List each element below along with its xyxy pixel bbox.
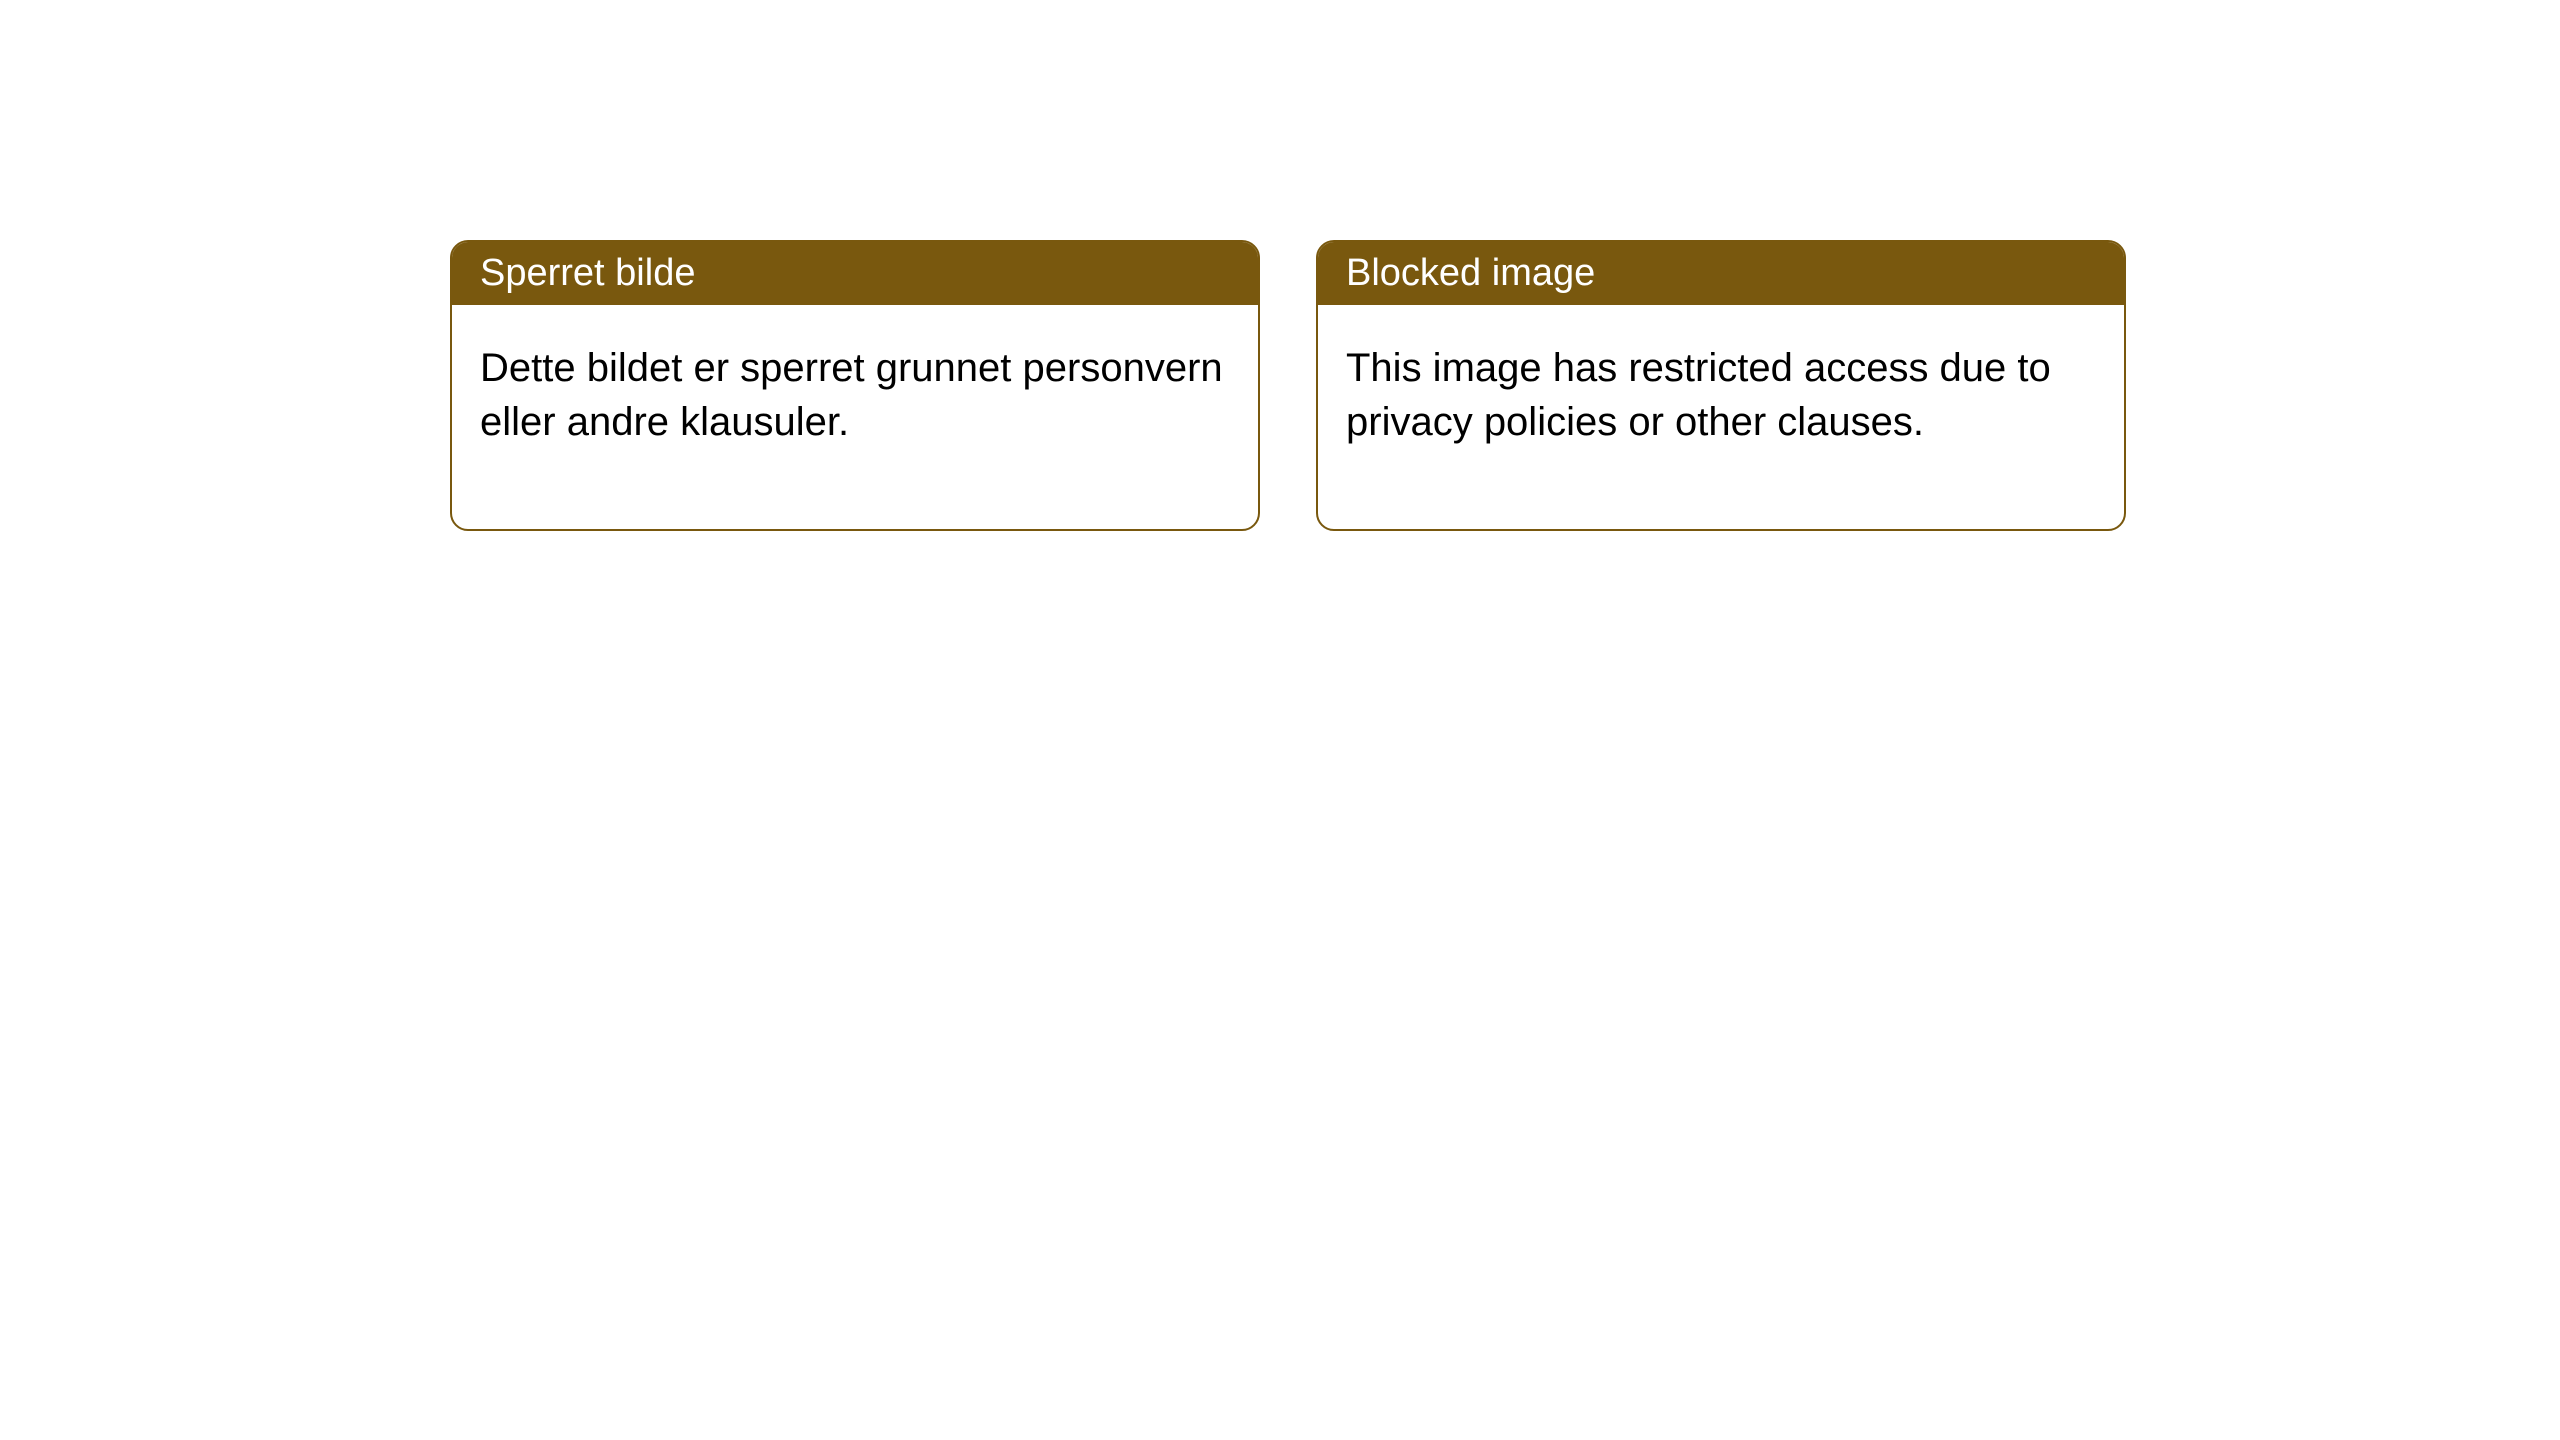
card-body-text: Dette bildet er sperret grunnet personve… <box>480 346 1223 444</box>
card-title: Blocked image <box>1346 252 1595 294</box>
notice-container: Sperret bilde Dette bildet er sperret gr… <box>450 240 2126 531</box>
card-header: Sperret bilde <box>452 242 1258 305</box>
notice-card-norwegian: Sperret bilde Dette bildet er sperret gr… <box>450 240 1260 531</box>
card-body-text: This image has restricted access due to … <box>1346 346 2051 444</box>
card-header: Blocked image <box>1318 242 2124 305</box>
card-body: Dette bildet er sperret grunnet personve… <box>452 305 1258 529</box>
card-title: Sperret bilde <box>480 252 695 294</box>
notice-card-english: Blocked image This image has restricted … <box>1316 240 2126 531</box>
card-body: This image has restricted access due to … <box>1318 305 2124 529</box>
